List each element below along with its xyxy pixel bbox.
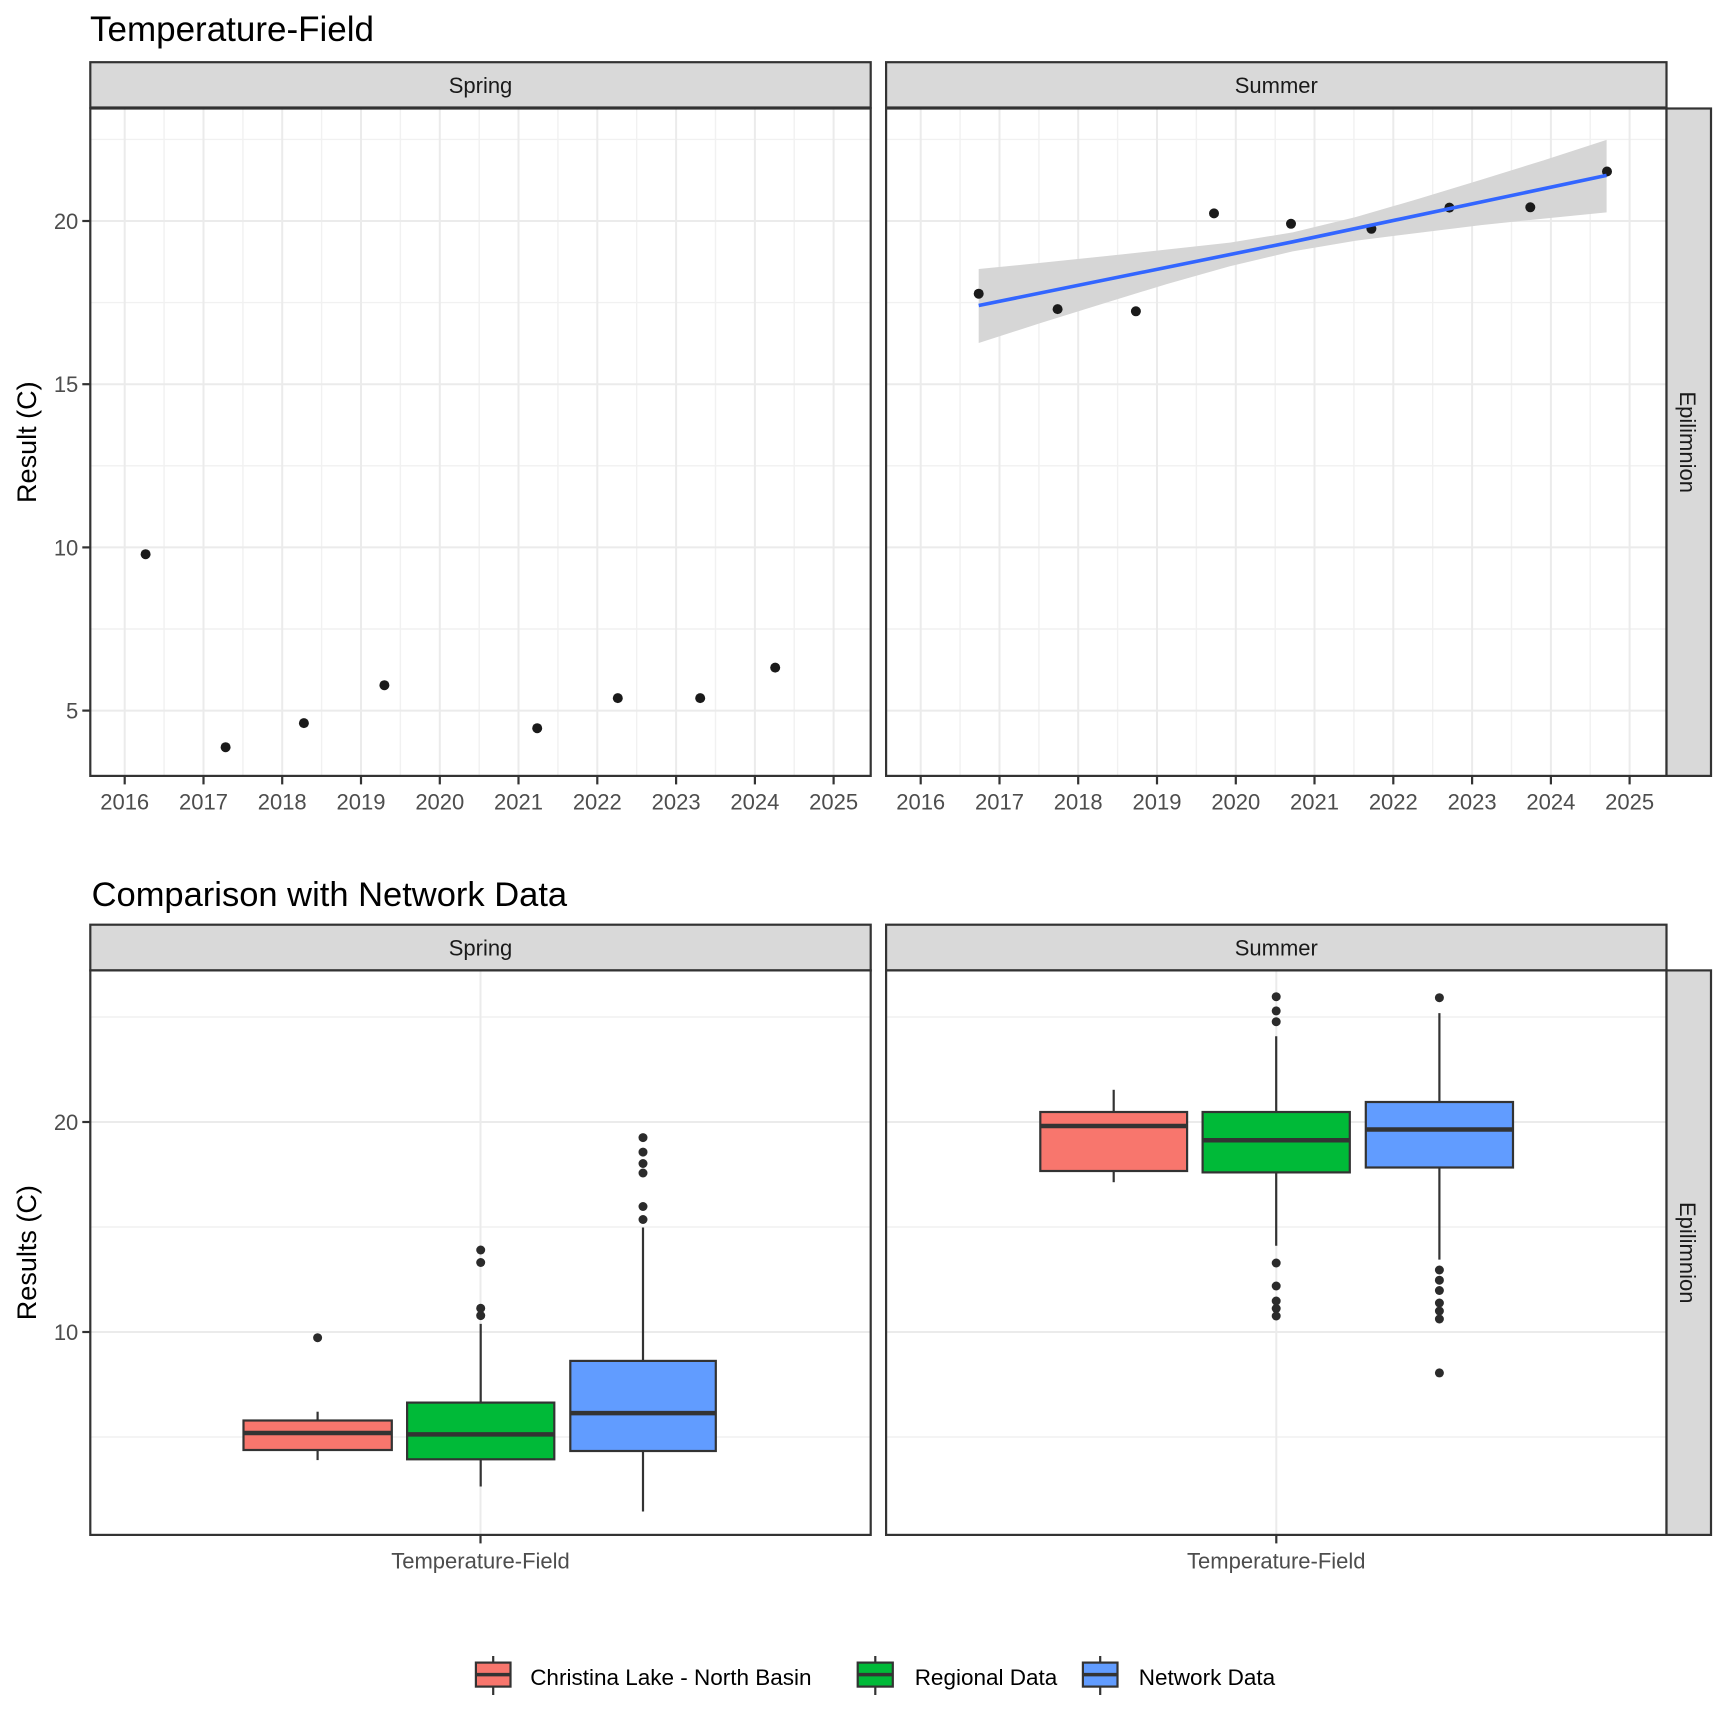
svg-text:20: 20 [54,209,78,234]
svg-text:Epilimnion: Epilimnion [1675,1202,1700,1304]
svg-text:5: 5 [66,699,78,724]
svg-text:2018: 2018 [258,789,307,814]
svg-text:Comparison with Network Data: Comparison with Network Data [92,876,568,914]
svg-text:2022: 2022 [1369,789,1418,814]
svg-text:2021: 2021 [494,789,543,814]
svg-text:2017: 2017 [179,789,228,814]
svg-text:2020: 2020 [415,789,464,814]
svg-text:Temperature-Field: Temperature-Field [391,1548,570,1573]
svg-text:2017: 2017 [975,789,1024,814]
svg-text:2023: 2023 [1448,789,1497,814]
svg-text:Christina Lake - North Basin: Christina Lake - North Basin [530,1665,811,1690]
svg-text:15: 15 [54,372,78,397]
svg-text:2021: 2021 [1290,789,1339,814]
svg-text:2019: 2019 [1133,789,1182,814]
svg-text:2024: 2024 [730,789,779,814]
svg-text:2022: 2022 [573,789,622,814]
svg-text:2018: 2018 [1054,789,1103,814]
svg-text:Temperature-Field: Temperature-Field [90,10,374,49]
svg-text:Summer: Summer [1235,935,1318,960]
svg-text:Temperature-Field: Temperature-Field [1187,1548,1366,1573]
svg-text:Regional Data: Regional Data [915,1665,1058,1690]
svg-text:Result (C): Result (C) [12,381,42,503]
svg-text:Spring: Spring [449,73,513,98]
svg-text:2016: 2016 [896,789,945,814]
svg-text:Summer: Summer [1235,73,1318,98]
svg-text:20: 20 [54,1110,78,1135]
svg-text:2019: 2019 [337,789,386,814]
svg-text:2025: 2025 [809,789,858,814]
svg-text:2025: 2025 [1605,789,1654,814]
svg-text:2024: 2024 [1526,789,1575,814]
svg-text:Spring: Spring [449,935,513,960]
svg-text:2016: 2016 [100,789,149,814]
svg-text:Network Data: Network Data [1139,1665,1276,1690]
svg-text:Epilimnion: Epilimnion [1675,391,1700,493]
svg-text:2020: 2020 [1211,789,1260,814]
svg-text:10: 10 [54,1320,78,1345]
svg-text:2023: 2023 [652,789,701,814]
svg-text:10: 10 [54,535,78,560]
svg-text:Results (C): Results (C) [12,1185,42,1320]
